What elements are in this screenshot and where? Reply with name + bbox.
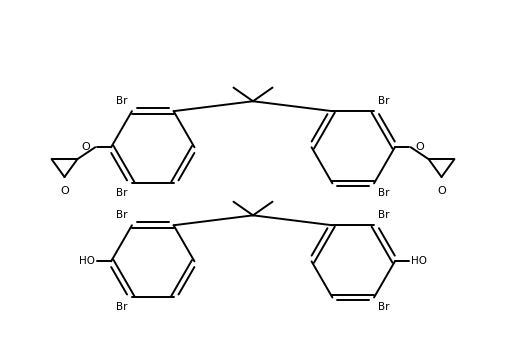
- Text: Br: Br: [377, 302, 389, 312]
- Text: Br: Br: [116, 302, 128, 312]
- Text: Br: Br: [377, 96, 389, 106]
- Text: Br: Br: [116, 210, 128, 220]
- Text: O: O: [415, 142, 424, 152]
- Text: Br: Br: [377, 210, 389, 220]
- Text: O: O: [81, 142, 90, 152]
- Text: Br: Br: [116, 188, 128, 198]
- Text: O: O: [60, 186, 69, 196]
- Text: Br: Br: [377, 188, 389, 198]
- Text: HO: HO: [79, 256, 95, 266]
- Text: HO: HO: [410, 256, 426, 266]
- Text: Br: Br: [116, 96, 128, 106]
- Text: O: O: [436, 186, 445, 196]
